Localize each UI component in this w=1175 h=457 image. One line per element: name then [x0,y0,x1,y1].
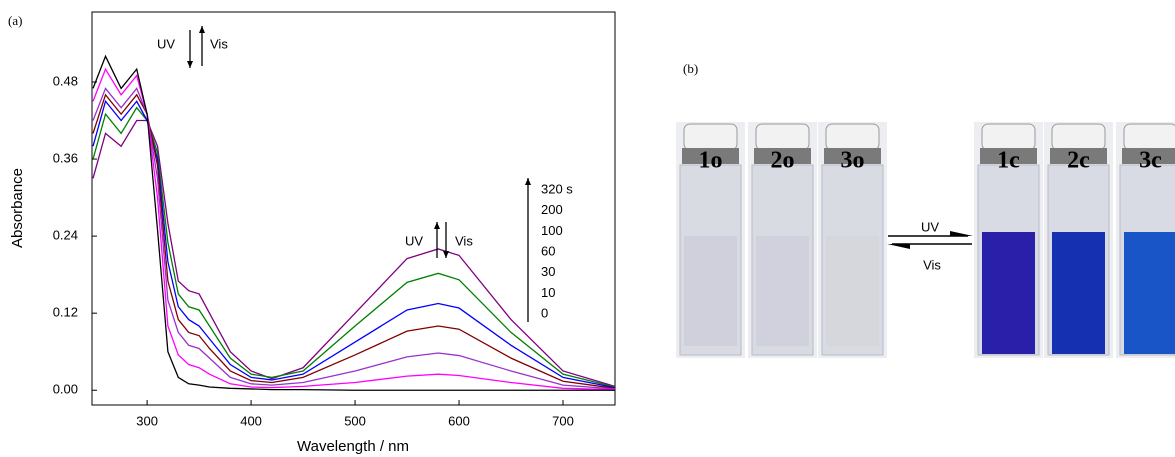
y-axis-label: Absorbance [9,168,26,248]
equilibrium-head [950,231,973,236]
x-tick-label: 600 [448,413,470,428]
spectrum-line [92,67,615,391]
y-tick-label: 0.12 [53,305,78,320]
spectrum-line [92,106,615,388]
arrow-head [443,251,449,258]
legend-entry: 100 [541,223,563,238]
cuvette-cap-base [824,148,881,164]
legend-entry: 320 s [541,181,573,196]
equilibrium-head [887,244,910,249]
legend-entry: 200 [541,202,563,217]
cuvette-liquid [982,232,1035,354]
y-tick-label: 0.48 [53,73,78,88]
x-tick-label: 500 [344,413,366,428]
cuvette-cap [825,123,880,151]
arrow-head [525,178,531,185]
cuvette-cap [755,123,810,151]
legend-entry: 10 [541,285,555,300]
cuvette-label: 2c [1067,148,1090,174]
cuvette-cap-base [1122,148,1175,164]
y-tick-label: 0.24 [53,228,78,243]
annotation: Vis [210,36,228,51]
cuvette-label: 1o [699,148,723,174]
annotation: UV [157,36,175,51]
cuvette-liquid [826,236,879,346]
spectrum-line [92,87,615,390]
legend-entry: 0 [541,306,548,321]
spectrum-line [92,93,615,389]
x-tick-label: 700 [552,413,574,428]
arrow-label: Vis [923,257,941,272]
spectrum-line [92,119,615,388]
plot-area [92,54,615,391]
cuvette-cap [1123,123,1175,151]
arrow-head [434,222,440,229]
annotation: Vis [455,233,473,248]
cuvette-cap [981,123,1036,151]
arrow-head [199,26,205,33]
annotation: UV [405,233,423,248]
x-tick-label: 400 [240,413,262,428]
y-tick-label: 0.00 [53,382,78,397]
cuvette-label: 2o [771,148,795,174]
cuvette-label: 1c [997,148,1020,174]
cuvette-liquid [1124,232,1175,354]
x-axis-label: Wavelength / nm [297,438,409,455]
x-tick-label: 300 [136,413,158,428]
cuvette-cap-base [754,148,811,164]
plot-frame [91,11,616,406]
cuvette-cap-base [1050,148,1107,164]
cuvette-label: 3o [841,148,865,174]
y-tick-label: 0.36 [53,150,78,165]
spectrum-line [92,54,615,391]
spectrum-line [92,99,615,389]
legend-entry: 30 [541,264,555,279]
cuvette-cap-base [980,148,1037,164]
arrow-label: UV [921,219,939,234]
cuvette-liquid [1052,232,1105,354]
legend-entry: 60 [541,244,555,259]
cuvette-cap [683,123,738,151]
cuvette-label: 3c [1139,148,1162,174]
cuvette-cap-base [682,148,739,164]
arrow-head [187,61,193,68]
cuvette-liquid [684,236,737,346]
cuvette-liquid [756,236,809,346]
cuvette-cap [1051,123,1106,151]
panel-label: (a) [8,13,22,28]
panel-label: (b) [683,61,698,76]
